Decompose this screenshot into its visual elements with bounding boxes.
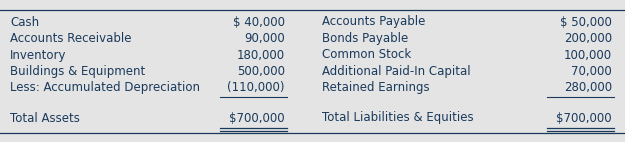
Text: 280,000: 280,000 [564, 82, 612, 94]
Text: 70,000: 70,000 [571, 65, 612, 78]
Text: Cash: Cash [10, 15, 39, 29]
Text: Common Stock: Common Stock [322, 49, 411, 61]
Text: $ 40,000: $ 40,000 [233, 15, 285, 29]
Text: $700,000: $700,000 [229, 111, 285, 125]
Text: 180,000: 180,000 [237, 49, 285, 61]
Text: Buildings & Equipment: Buildings & Equipment [10, 65, 145, 78]
Text: Bonds Payable: Bonds Payable [322, 32, 408, 45]
Text: $ 50,000: $ 50,000 [560, 15, 612, 29]
Text: 100,000: 100,000 [564, 49, 612, 61]
Text: Accounts Receivable: Accounts Receivable [10, 32, 131, 45]
Text: Total Liabilities & Equities: Total Liabilities & Equities [322, 111, 474, 125]
Text: 500,000: 500,000 [237, 65, 285, 78]
Text: Inventory: Inventory [10, 49, 66, 61]
Text: Accounts Payable: Accounts Payable [322, 15, 426, 29]
Text: Retained Earnings: Retained Earnings [322, 82, 429, 94]
Text: 90,000: 90,000 [244, 32, 285, 45]
Text: $700,000: $700,000 [556, 111, 612, 125]
Text: Additional Paid-In Capital: Additional Paid-In Capital [322, 65, 471, 78]
Text: (110,000): (110,000) [228, 82, 285, 94]
Text: 200,000: 200,000 [564, 32, 612, 45]
Text: Less: Accumulated Depreciation: Less: Accumulated Depreciation [10, 82, 200, 94]
Text: Total Assets: Total Assets [10, 111, 80, 125]
